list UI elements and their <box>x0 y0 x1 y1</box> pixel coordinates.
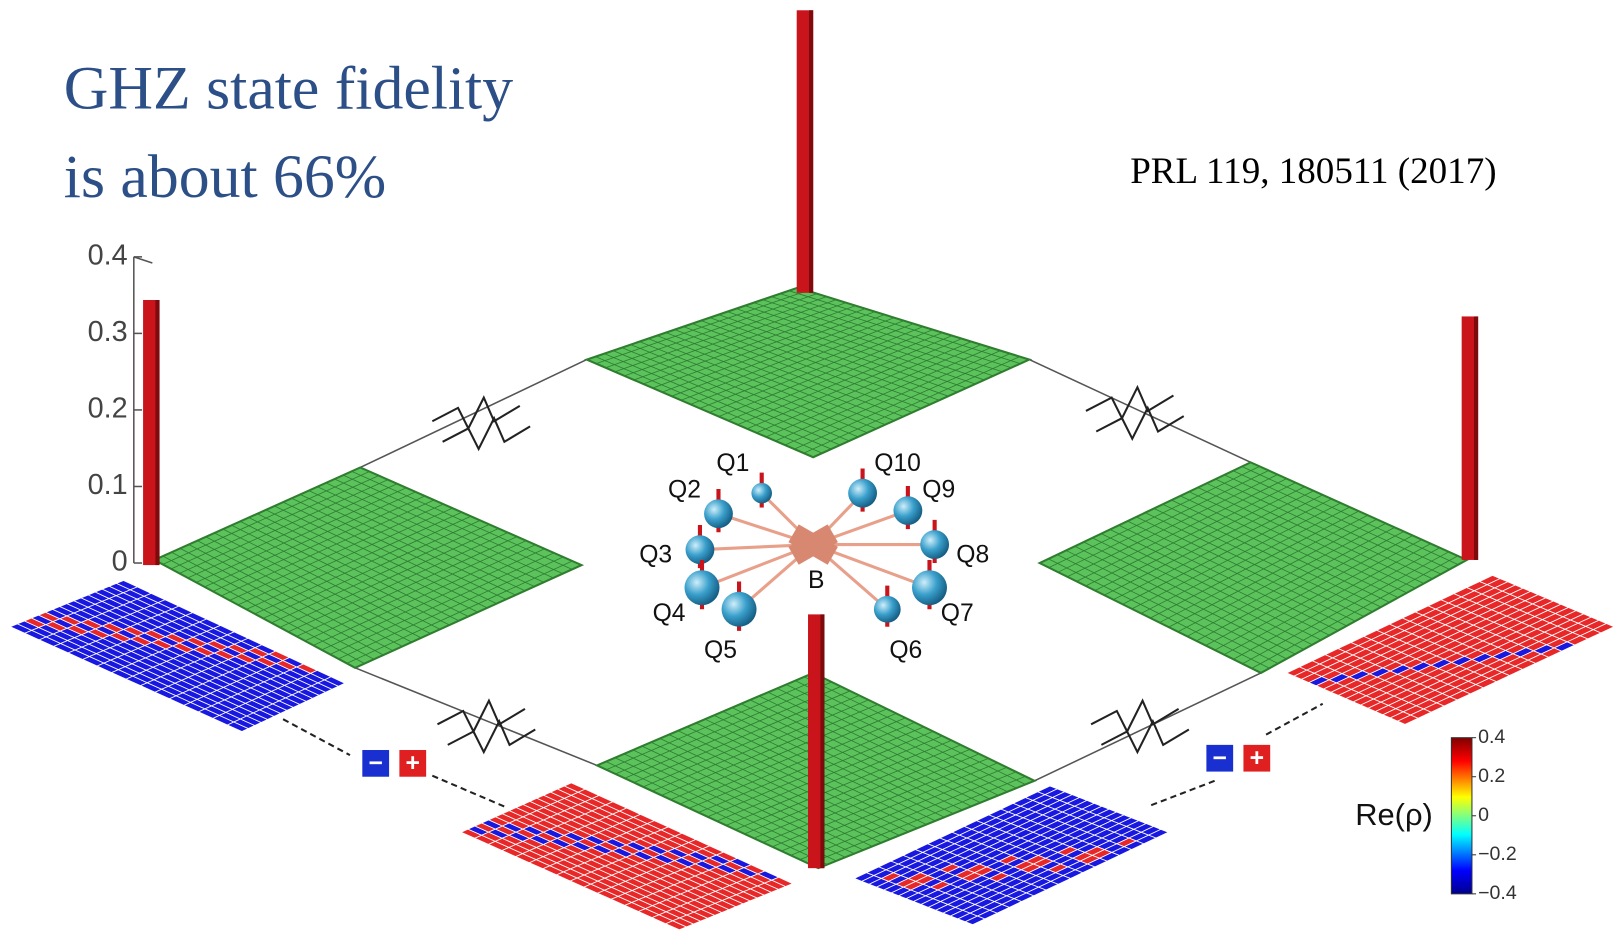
bus-label: B <box>808 567 824 594</box>
plus-icon <box>1243 744 1271 772</box>
break-mark <box>1090 698 1180 734</box>
plate-grid <box>803 676 1026 785</box>
dashed-arrow <box>1147 779 1215 808</box>
plate-grid <box>1251 555 1458 669</box>
colorbar-tick-label: −0.4 <box>1478 882 1517 904</box>
plate-grid <box>1233 547 1440 660</box>
plate-grid <box>321 548 545 651</box>
y-tick-label: 0.4 <box>88 239 128 271</box>
colorbar-tick-label: −0.2 <box>1478 843 1517 865</box>
minus-icon <box>362 750 390 777</box>
qubit-label: Q1 <box>716 450 749 477</box>
plate-grid <box>342 474 563 575</box>
colorbar-label: Re(ρ) <box>1355 797 1433 832</box>
plate-grid <box>1232 470 1450 570</box>
y-tick-label: 0.3 <box>88 316 128 348</box>
plate-grid <box>334 478 554 579</box>
red-bar-side <box>809 10 814 293</box>
plus-sign: + <box>1250 745 1264 772</box>
plate-grid <box>351 470 573 570</box>
plate-grid <box>775 347 991 442</box>
break-mark <box>436 698 526 734</box>
break-mark <box>442 415 531 452</box>
plate-grid <box>1223 543 1431 655</box>
dashed-arrow <box>282 718 351 757</box>
y-tick-label: 0.2 <box>88 393 128 425</box>
qubit-label: Q5 <box>704 637 737 664</box>
colorbar-tick-label: 0 <box>1478 804 1489 826</box>
plate-grid <box>784 350 1001 446</box>
red-bar-side <box>1474 316 1479 560</box>
plate-grid <box>803 356 1020 454</box>
connector <box>1029 358 1251 464</box>
plate-grid <box>790 766 1007 856</box>
break-mark <box>1095 405 1185 442</box>
break-mark <box>1085 384 1174 421</box>
matrix-cell <box>770 876 794 887</box>
qubit-label: Q8 <box>956 541 989 568</box>
plate-grid <box>788 290 1021 365</box>
plate-grid <box>346 560 573 664</box>
dashed-arrow <box>1265 702 1324 736</box>
connector <box>359 358 588 469</box>
qubit <box>721 591 757 627</box>
y-tick-label: 0 <box>112 546 128 578</box>
connector <box>354 667 598 767</box>
y-tick-label: 0.1 <box>88 469 128 501</box>
qubit-label: Q2 <box>668 477 701 504</box>
plate-grid <box>780 293 1012 369</box>
minus-sign: − <box>368 750 382 777</box>
y-axis <box>133 256 153 264</box>
qubit <box>704 499 733 529</box>
dashed-arrow <box>431 774 505 808</box>
qubit <box>893 496 923 526</box>
plus-icon <box>399 750 427 777</box>
colorbar <box>1450 737 1473 895</box>
qubit <box>848 478 877 508</box>
qubit-label: Q4 <box>653 600 686 627</box>
red-bar-side <box>155 300 160 566</box>
plate-grid <box>794 680 1017 789</box>
plate-grid <box>771 296 1003 373</box>
plate-grid <box>808 775 1026 865</box>
citation: PRL 119, 180511 (2017) <box>1130 151 1496 192</box>
qubit <box>920 530 950 559</box>
plate-grid <box>1242 551 1449 665</box>
plate-grid <box>799 771 1017 860</box>
qubit <box>684 570 720 606</box>
matrix-cell <box>1147 828 1170 839</box>
break-mark <box>447 718 536 755</box>
title-line: is about 66% <box>64 143 386 211</box>
plate-grid <box>329 552 555 655</box>
matrix-cell <box>1592 623 1614 634</box>
red-bar-side <box>820 614 825 869</box>
qubit <box>873 595 901 623</box>
qubit-label: Q7 <box>941 600 974 627</box>
minus-icon <box>1206 744 1234 772</box>
title-line: GHZ state fidelity <box>64 55 513 123</box>
plate-grid <box>338 556 564 660</box>
plate-grid <box>794 353 1011 450</box>
qubit <box>911 570 947 606</box>
colorbar-tick-label: 0.4 <box>1478 726 1505 748</box>
matrix-cell <box>323 676 346 687</box>
qubit-label: Q10 <box>874 450 921 477</box>
minus-sign: − <box>1213 745 1227 772</box>
connector <box>1034 672 1262 782</box>
break-mark <box>431 395 521 431</box>
plus-sign: + <box>406 750 420 777</box>
plate-grid <box>1224 474 1442 575</box>
plate-grid <box>1241 466 1459 566</box>
qubit-label: Q6 <box>889 637 922 664</box>
colorbar-tick-label: 0.2 <box>1478 765 1505 787</box>
break-mark <box>1100 718 1190 755</box>
qubit <box>685 535 715 565</box>
qubit-label: Q9 <box>922 477 955 504</box>
bus-resonator <box>788 524 838 565</box>
qubit <box>751 482 773 504</box>
qubit-label: Q3 <box>639 541 672 568</box>
